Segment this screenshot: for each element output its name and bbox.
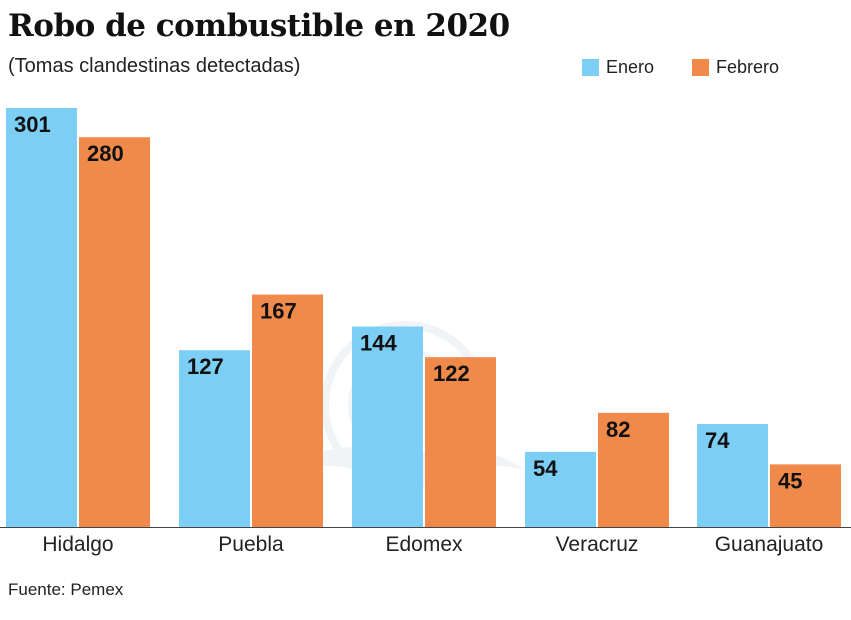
- data-label-guanajuato-enero: 74: [705, 428, 730, 453]
- data-label-edomex-febrero: 122: [433, 361, 470, 386]
- x-tick-label-guanajuato: Guanajuato: [715, 533, 824, 556]
- source-note: Fuente: Pemex: [8, 580, 124, 599]
- data-label-puebla-enero: 127: [187, 354, 224, 379]
- bar-guanajuato-enero: [697, 423, 768, 527]
- chart-title: Robo de combustible en 2020: [8, 8, 510, 44]
- data-label-puebla-febrero: 167: [260, 299, 297, 324]
- x-tick-label-veracruz: Veracruz: [556, 533, 639, 556]
- legend-item-febrero: Febrero: [692, 57, 779, 78]
- bar-puebla-febrero: [252, 294, 323, 527]
- data-label-veracruz-febrero: 82: [606, 417, 630, 442]
- bar-hidalgo-enero: [6, 108, 77, 527]
- data-label-hidalgo-febrero: 280: [87, 141, 124, 166]
- x-tick-label-hidalgo: Hidalgo: [42, 533, 113, 556]
- legend-item-enero: Enero: [582, 57, 654, 78]
- bar-veracruz-enero: [525, 451, 596, 527]
- legend-swatch-febrero: [692, 59, 709, 76]
- bar-edomex-febrero: [425, 357, 496, 527]
- legend-label-febrero: Febrero: [716, 57, 780, 77]
- bar-puebla-enero: [179, 350, 250, 527]
- bar-edomex-enero: [352, 326, 423, 527]
- data-label-edomex-enero: 144: [360, 331, 397, 356]
- x-tick-label-puebla: Puebla: [218, 533, 284, 556]
- x-tick-label-edomex: Edomex: [385, 533, 463, 556]
- bar-veracruz-febrero: [598, 412, 669, 527]
- bar-guanajuato-febrero: [770, 464, 841, 527]
- data-label-hidalgo-enero: 301: [14, 112, 51, 137]
- legend-label-enero: Enero: [606, 57, 655, 77]
- data-label-veracruz-enero: 54: [533, 456, 558, 481]
- data-label-guanajuato-febrero: 45: [778, 468, 802, 493]
- legend-swatch-enero: [582, 59, 599, 76]
- bar-hidalgo-febrero: [79, 137, 150, 528]
- chart-subtitle: (Tomas clandestinas detectadas): [8, 55, 301, 77]
